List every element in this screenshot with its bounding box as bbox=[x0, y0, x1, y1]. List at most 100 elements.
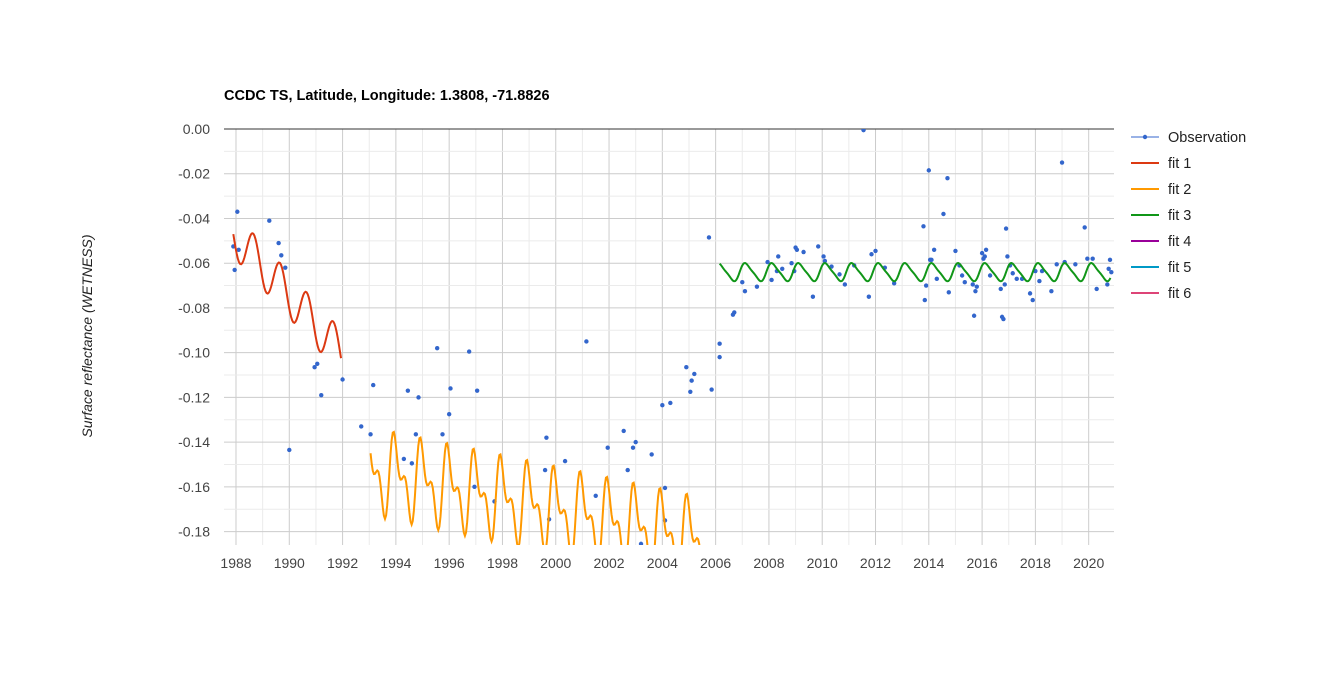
observation-point bbox=[1059, 160, 1065, 165]
legend-label: fit 6 bbox=[1168, 286, 1191, 302]
observation-point bbox=[562, 458, 568, 464]
x-tick-label: 2002 bbox=[593, 555, 624, 571]
axes: 0.00 -0.02 -0.04 -0.06 -0.08 -0.10 -0.12 -0.14 -… bbox=[178, 121, 1104, 571]
legend-label: Observation bbox=[1168, 130, 1246, 146]
x-tick-label: 1988 bbox=[220, 555, 251, 571]
observation-point bbox=[689, 378, 694, 383]
observation-point bbox=[982, 254, 987, 259]
observation-point bbox=[1082, 225, 1087, 230]
observation-point bbox=[625, 467, 630, 473]
observation-point bbox=[717, 354, 722, 360]
observation-point bbox=[945, 176, 950, 181]
observation-point bbox=[315, 361, 320, 367]
observation-point bbox=[584, 339, 589, 344]
observation-point bbox=[544, 435, 549, 440]
observation-point bbox=[1085, 256, 1090, 261]
observation-point bbox=[605, 445, 610, 450]
x-tick-label: 1990 bbox=[274, 555, 305, 571]
fit-series-line bbox=[369, 430, 701, 545]
chart-title: CCDC TS, Latitude, Longitude: 1.3808, -7… bbox=[224, 88, 550, 104]
x-tick-label: 2006 bbox=[700, 555, 731, 571]
observation-point bbox=[769, 277, 774, 283]
legend-label: fit 5 bbox=[1168, 260, 1191, 276]
observation-point bbox=[709, 387, 714, 392]
y-tick-label: -0.14 bbox=[178, 434, 210, 450]
observation-point bbox=[987, 273, 993, 278]
x-tick-label: 2010 bbox=[807, 555, 838, 571]
observation-point bbox=[236, 247, 241, 252]
x-tick-label: 1998 bbox=[487, 555, 518, 571]
observation-point bbox=[1106, 266, 1111, 271]
observation-point bbox=[780, 266, 785, 271]
observation-point bbox=[959, 273, 965, 278]
observation-point bbox=[662, 485, 668, 491]
observation-point bbox=[789, 260, 794, 266]
observation-point bbox=[416, 395, 421, 400]
observation-point bbox=[941, 211, 946, 217]
x-tick-label: 1994 bbox=[380, 555, 411, 571]
observation-point bbox=[926, 168, 932, 173]
fit-series-line bbox=[232, 232, 343, 359]
legend-marker bbox=[1142, 134, 1148, 140]
observation-point bbox=[279, 253, 284, 258]
x-tick-label: 2012 bbox=[860, 555, 891, 571]
observation-point bbox=[1027, 291, 1033, 296]
observation-point bbox=[946, 290, 951, 295]
observation-point bbox=[668, 400, 673, 406]
observation-point bbox=[979, 250, 985, 256]
observation-point bbox=[413, 432, 419, 437]
observation-point bbox=[931, 247, 937, 252]
x-tick-label: 2020 bbox=[1073, 555, 1104, 571]
y-tick-label: -0.18 bbox=[178, 524, 210, 540]
observation-point bbox=[621, 428, 626, 434]
x-tick-label: 1996 bbox=[434, 555, 465, 571]
observation-point bbox=[1107, 257, 1113, 263]
observation-point bbox=[1005, 254, 1010, 259]
observation-point bbox=[630, 445, 636, 450]
observation-point bbox=[810, 294, 816, 299]
observation-point bbox=[732, 310, 737, 315]
observation-point bbox=[660, 403, 665, 408]
observation-point bbox=[283, 265, 288, 270]
observation-point bbox=[440, 432, 445, 437]
observation-point bbox=[740, 280, 745, 285]
y-tick-label: -0.02 bbox=[178, 166, 210, 182]
observation-point bbox=[1010, 271, 1015, 276]
observation-point bbox=[717, 341, 722, 346]
legend-label: fit 1 bbox=[1168, 156, 1191, 172]
observation-point bbox=[974, 284, 979, 289]
observation-point bbox=[409, 461, 415, 466]
observation-point bbox=[869, 252, 874, 257]
observation-point bbox=[873, 248, 878, 254]
observation-point bbox=[1030, 297, 1035, 303]
observation-point bbox=[434, 345, 440, 351]
observation-point bbox=[638, 541, 644, 545]
observation-point bbox=[401, 456, 407, 462]
observation-point bbox=[891, 281, 897, 286]
observation-point bbox=[861, 129, 866, 133]
gridlines bbox=[224, 128, 1114, 545]
observation-point bbox=[692, 371, 697, 377]
observation-point bbox=[633, 439, 638, 445]
observation-point bbox=[684, 364, 689, 370]
legend-label: fit 3 bbox=[1168, 208, 1191, 224]
observation-point bbox=[593, 493, 598, 498]
observation-point bbox=[953, 248, 958, 254]
observation-point bbox=[1109, 269, 1114, 275]
observation-point bbox=[359, 424, 364, 429]
observation-point bbox=[929, 257, 934, 263]
observation-point bbox=[1073, 262, 1078, 267]
observation-point bbox=[235, 209, 240, 214]
observation-point bbox=[1049, 288, 1054, 294]
plot-area bbox=[231, 129, 1114, 545]
observation-point bbox=[1094, 286, 1099, 292]
observation-point bbox=[921, 224, 926, 229]
observation-point bbox=[472, 484, 477, 490]
x-tick-label: 2018 bbox=[1020, 555, 1051, 571]
x-tick-label: 2000 bbox=[540, 555, 571, 571]
x-tick-label: 2014 bbox=[913, 555, 944, 571]
observation-point bbox=[649, 452, 654, 457]
x-tick-label: 2008 bbox=[753, 555, 784, 571]
observation-point bbox=[765, 259, 770, 265]
